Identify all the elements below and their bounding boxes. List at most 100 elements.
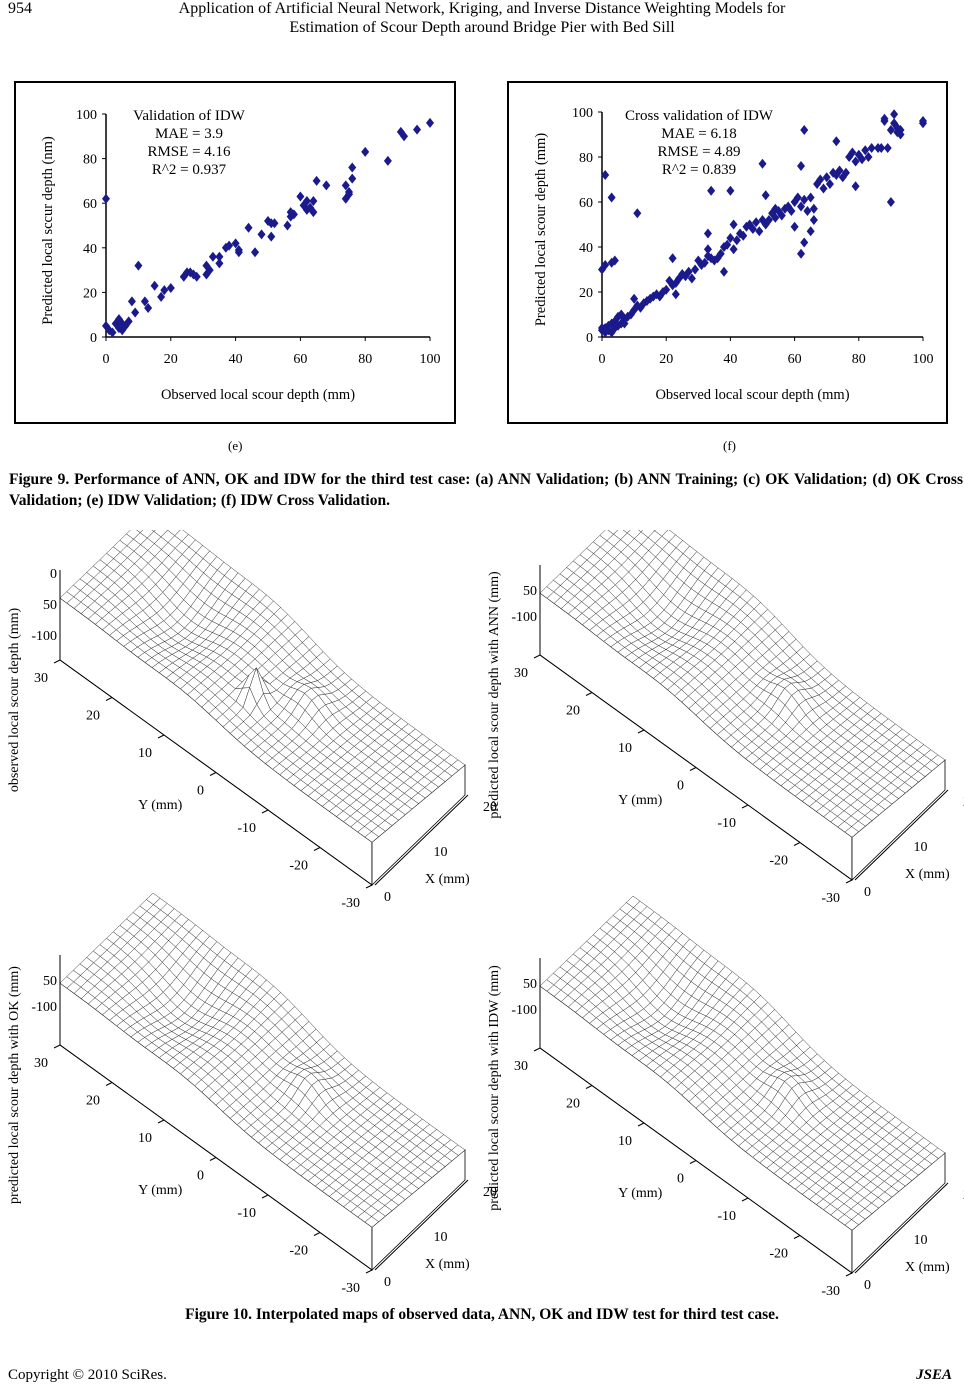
y-tick — [313, 1232, 321, 1236]
data-point — [790, 221, 799, 232]
y-axis-title: Y (mm) — [618, 793, 663, 808]
x-tick-label: 10 — [914, 840, 928, 855]
data-point — [707, 185, 716, 196]
data-point — [800, 194, 809, 205]
annotation-line: MAE = 3.9 — [155, 126, 223, 142]
panel-e-label: (e) — [228, 438, 243, 453]
data-point — [800, 237, 809, 248]
y-tick-label: -10 — [237, 1206, 256, 1221]
x-axis-title: Observed local scour depth (mm) — [655, 387, 849, 403]
x-tick-label: 0 — [599, 352, 606, 367]
x-axis — [854, 789, 949, 881]
data-point — [341, 180, 350, 191]
data-point — [102, 193, 110, 204]
y-axis-title: Y (mm) — [138, 1183, 183, 1198]
y-tick — [157, 1119, 165, 1124]
data-point — [819, 183, 828, 194]
y-tick — [585, 1085, 593, 1089]
y-tick-label: 0 — [197, 784, 204, 799]
x-tick-label: 100 — [913, 352, 934, 367]
x-axis-title: X (mm) — [905, 867, 950, 882]
y-tick-label: 0 — [586, 331, 593, 346]
data-point — [835, 165, 844, 176]
y-tick-label: 20 — [566, 1097, 580, 1112]
y-tick — [313, 847, 321, 851]
x-tick-label: 20 — [483, 800, 497, 815]
data-point — [893, 122, 902, 133]
data-point — [426, 117, 434, 128]
data-point — [851, 181, 860, 192]
y-tick — [53, 659, 61, 664]
data-point — [601, 170, 610, 180]
annotation-line: Validation of IDW — [133, 108, 245, 124]
data-point — [787, 206, 796, 216]
x-tick-label: 80 — [852, 352, 866, 367]
data-point — [108, 327, 117, 338]
data-point — [601, 260, 610, 270]
data-point — [687, 273, 696, 284]
data-point — [832, 136, 841, 147]
data-point — [225, 240, 234, 251]
y-tick-label: 20 — [83, 286, 97, 301]
data-point — [400, 131, 409, 142]
y-axis-title: Y (mm) — [138, 798, 183, 813]
surface-mesh-cell — [364, 1216, 380, 1228]
data-point — [302, 195, 311, 206]
y-tick — [157, 734, 165, 739]
data-point — [124, 316, 133, 327]
data-point — [700, 257, 709, 268]
data-point — [361, 146, 370, 157]
y-tick-label: 0 — [90, 331, 97, 346]
scatter-chart-e: 0 20 40 60 80 100 0 20 40 60 80 100 Observed local s… — [14, 81, 456, 424]
z-tick-label: 50 — [43, 974, 57, 989]
data-point — [861, 145, 870, 156]
data-point — [208, 251, 217, 262]
data-point — [620, 318, 629, 329]
data-point — [822, 172, 831, 183]
y-tick — [261, 809, 269, 814]
y-tick — [533, 1047, 541, 1052]
data-point — [607, 192, 616, 203]
figure10-caption: Figure 10. Interpolated maps of observed… — [185, 1306, 779, 1323]
data-point — [131, 307, 140, 318]
surface-mesh-cell — [844, 1219, 860, 1231]
y-tick — [585, 692, 593, 696]
y-tick-label: 0 — [677, 1172, 684, 1187]
x-tick-label: 10 — [434, 1230, 448, 1245]
y-tick-label: -10 — [717, 1209, 736, 1224]
data-point — [283, 220, 292, 231]
annotation-line: R^2 = 0.839 — [662, 162, 736, 178]
data-point — [726, 233, 735, 243]
z-axis-title: predicted local scour depth with ANN (mm… — [487, 571, 502, 819]
annotation-line: RMSE = 4.89 — [657, 144, 740, 160]
data-point — [797, 161, 806, 171]
data-point — [864, 152, 873, 162]
x-tick-label: 0 — [864, 1278, 871, 1293]
y-tick-label: -10 — [237, 821, 256, 836]
data-point — [267, 231, 276, 242]
data-point — [630, 293, 639, 304]
data-point — [886, 125, 895, 135]
x-tick-label: 100 — [420, 352, 441, 367]
y-tick-label: 30 — [34, 671, 48, 686]
y-tick-label: 100 — [572, 106, 593, 121]
z-tick-label: -100 — [31, 1000, 57, 1015]
data-point — [244, 222, 253, 233]
data-point — [671, 289, 680, 300]
y-tick-label: 10 — [138, 1131, 152, 1146]
x-tick-label: 60 — [788, 352, 802, 367]
data-point — [848, 147, 857, 158]
journal-name: JSEA — [916, 1367, 952, 1383]
y-tick — [105, 697, 113, 701]
z-tick-label: 50 — [523, 977, 537, 992]
data-point — [383, 155, 392, 166]
data-point — [764, 215, 773, 225]
z-tick-label: 50 — [43, 598, 57, 613]
z-tick-label: -100 — [511, 610, 537, 625]
data-point — [348, 162, 357, 173]
data-point — [140, 296, 149, 307]
y-tick-label: 0 — [677, 779, 684, 794]
